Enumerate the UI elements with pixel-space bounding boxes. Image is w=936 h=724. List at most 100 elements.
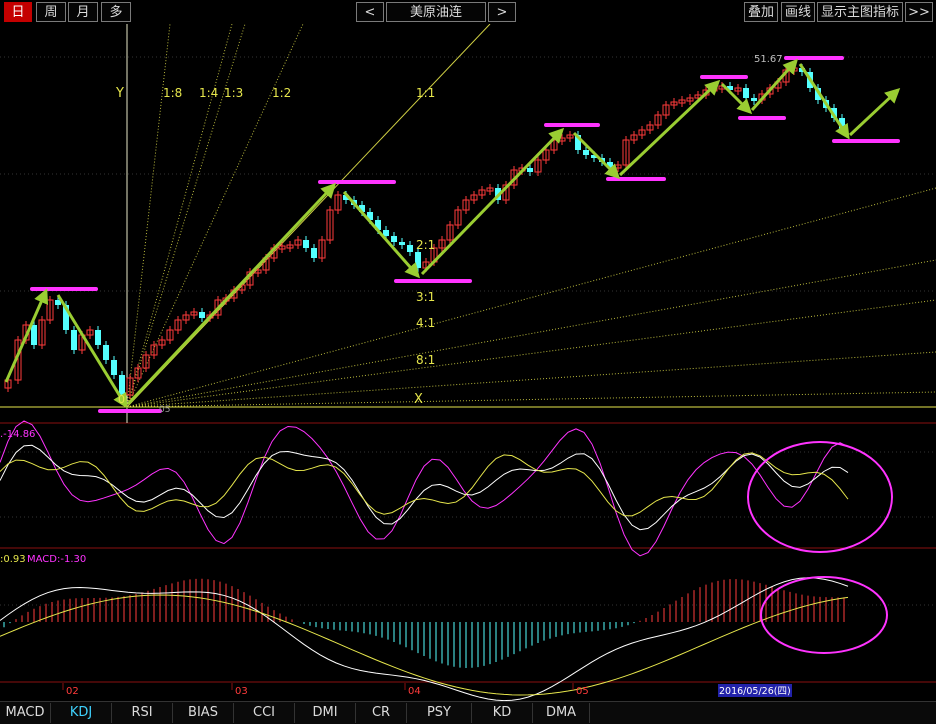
candle-body: [486, 187, 494, 192]
low-label: 05: [159, 405, 170, 415]
cursor-date-label: 2016/05/26(四): [719, 686, 791, 697]
origin-label: 0: [118, 393, 125, 406]
top-toolbar: 日 周 月 多 < 美原油连 > 叠加 画线 显示主图指标 >>: [0, 0, 936, 24]
candle-body: [367, 212, 373, 220]
candle-body: [303, 240, 309, 248]
candle-body: [399, 242, 405, 245]
tab-dma[interactable]: DMA: [533, 703, 590, 723]
candle-body: [190, 311, 198, 316]
candle-body: [654, 114, 662, 126]
tab-kd[interactable]: KD: [472, 703, 533, 723]
candle-body: [630, 134, 638, 141]
gann-fan-line: [126, 187, 936, 408]
candle-body: [438, 239, 446, 249]
candle-body: [542, 149, 550, 161]
candlesticks: [4, 64, 845, 399]
period-multi-button[interactable]: 多: [101, 2, 131, 22]
candle-body: [63, 305, 69, 330]
candle-body: [462, 199, 470, 211]
candle-body: [343, 195, 349, 200]
candle-body: [375, 220, 381, 230]
trend-arrow: [420, 127, 565, 276]
trend-arrow: [848, 87, 901, 137]
gann-ratio-label: 1:4: [199, 86, 218, 100]
axis-x-label: X: [414, 392, 423, 407]
candle-body: [391, 236, 397, 242]
x-axis: 02 03 04 05 2016/05/26(四): [62, 683, 792, 697]
candle-body: [583, 150, 589, 155]
candle-body: [142, 354, 150, 369]
candle-body: [407, 245, 413, 252]
overlay-button[interactable]: 叠加: [744, 2, 778, 22]
expand-button[interactable]: >>: [905, 2, 933, 22]
candle-body: [646, 124, 654, 131]
candle-body: [174, 319, 182, 331]
candle-body: [55, 300, 61, 305]
candle-body: [126, 377, 134, 396]
candle-body: [534, 159, 542, 173]
gann-ratio-label: 1:1: [416, 86, 435, 100]
candle-body: [622, 139, 630, 166]
period-week-button[interactable]: 周: [36, 2, 66, 22]
trend-arrow: [798, 63, 850, 140]
chart-area[interactable]: Y X 1:8 1:4 1:3 1:2 1:1 2:1 3:1 4:1 8:1 51.67 0…: [0, 24, 936, 701]
tab-rsi[interactable]: RSI: [112, 703, 173, 723]
tab-cci[interactable]: CCI: [234, 703, 295, 723]
candle-body: [46, 299, 54, 321]
tab-macd[interactable]: MACD: [0, 703, 51, 723]
month-label: 05: [576, 686, 589, 697]
cursor-date-box: [718, 684, 792, 697]
macd-highlight-circle: [760, 576, 888, 654]
kdj-lines: [0, 420, 849, 557]
candle-body: [415, 252, 421, 268]
candle-body: [383, 230, 389, 236]
candle-body: [670, 101, 678, 106]
month-label: 02: [66, 686, 79, 697]
trend-arrow: [618, 79, 721, 177]
show-main-indicator-button[interactable]: 显示主图指标: [817, 2, 903, 22]
candle-body: [119, 375, 125, 395]
price-label: 51.67: [754, 54, 783, 65]
macd-indicator: [0, 577, 849, 701]
trend-arrows: [4, 58, 901, 409]
candle-body: [134, 367, 142, 379]
tab-dmi[interactable]: DMI: [295, 703, 356, 723]
tab-kdj[interactable]: KDJ: [51, 703, 112, 723]
gann-fan-line: [126, 24, 246, 408]
candle-body: [254, 269, 262, 274]
gann-ratio-label: 3:1: [416, 290, 435, 304]
candle-body: [326, 209, 334, 241]
kdj-k-line: [0, 444, 849, 531]
prev-symbol-button[interactable]: <: [356, 2, 384, 22]
tab-cr[interactable]: CR: [356, 703, 407, 723]
tab-bias[interactable]: BIAS: [173, 703, 234, 723]
candle-body: [95, 330, 101, 345]
trend-arrow: [720, 82, 753, 115]
candle-body: [686, 97, 694, 102]
trend-arrow: [4, 288, 49, 383]
candle-body: [734, 87, 742, 92]
draw-line-button[interactable]: 画线: [781, 2, 815, 22]
candle-body: [182, 314, 190, 321]
gann-ratio-label: 1:2: [272, 86, 291, 100]
gann-fan-line: [126, 259, 936, 408]
trend-arrow: [572, 131, 621, 180]
swing-markers: [30, 56, 900, 413]
candle-body: [446, 224, 454, 241]
period-day-button[interactable]: 日: [4, 2, 32, 22]
tab-psy[interactable]: PSY: [407, 703, 472, 723]
trend-arrow: [750, 58, 799, 112]
candle-body: [678, 99, 686, 104]
candle-body: [454, 209, 462, 226]
symbol-name[interactable]: 美原油连: [386, 2, 486, 22]
gann-fan-line: [126, 24, 304, 408]
candle-body: [294, 239, 302, 246]
grid-lines: [0, 56, 936, 606]
gann-top-labels: 1:8 1:4 1:3 1:2 1:1: [163, 86, 435, 100]
gann-ratio-label: 1:3: [224, 86, 243, 100]
candle-body: [199, 312, 205, 318]
candle-body: [334, 194, 342, 211]
next-symbol-button[interactable]: >: [488, 2, 516, 22]
candle-body: [591, 155, 597, 158]
period-month-button[interactable]: 月: [68, 2, 98, 22]
